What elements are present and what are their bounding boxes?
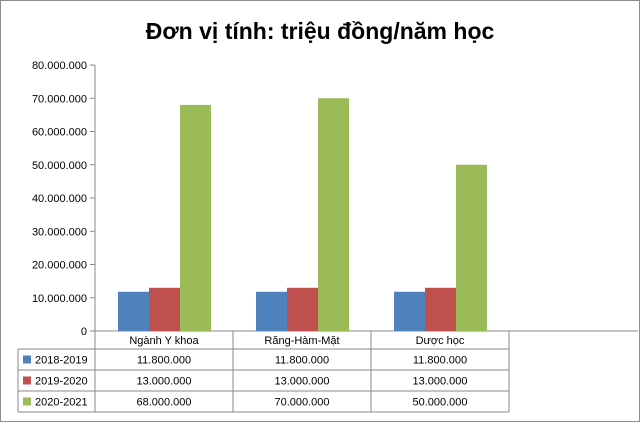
data-label: 11.800.000 <box>137 355 191 367</box>
bar-2018-2019-2 <box>256 291 287 331</box>
data-label: 68.000.000 <box>136 397 191 409</box>
data-label: 13.000.000 <box>412 376 467 388</box>
y-tick-label: 10.000.000 <box>32 293 87 305</box>
data-label: 13.000.000 <box>136 376 191 388</box>
category-label: Ngành Y khoa <box>129 335 199 347</box>
data-label: 13.000.000 <box>274 376 329 388</box>
bar-2018-2019-3 <box>394 291 425 331</box>
data-label: 11.800.000 <box>413 355 467 367</box>
legend-key-2018-2019 <box>23 355 31 364</box>
legend-key-2020-2021 <box>23 397 31 406</box>
bar-2020-2021-3 <box>456 164 487 331</box>
y-tick-label: 70.000.000 <box>32 93 87 105</box>
bar-2019-2020-3 <box>425 287 456 331</box>
y-tick-label: 30.000.000 <box>32 226 87 238</box>
legend-key-2019-2020 <box>23 376 31 385</box>
data-label: 11.800.000 <box>275 355 329 367</box>
legend-label: 2019-2020 <box>35 376 88 388</box>
y-tick-label: 40.000.000 <box>32 193 87 205</box>
y-tick-label: 0 <box>81 326 87 338</box>
category-label: Răng-Hàm-Mặt <box>264 335 339 347</box>
category-label: Dược học <box>416 335 465 347</box>
bar-2019-2020-2 <box>287 287 318 331</box>
bar-2018-2019-1 <box>118 291 149 331</box>
y-tick-label: 50.000.000 <box>32 160 87 172</box>
data-label: 50.000.000 <box>412 397 467 409</box>
bar-2020-2021-1 <box>180 104 211 332</box>
y-tick-label: 80.000.000 <box>32 60 87 72</box>
bar-2020-2021-2 <box>318 98 349 331</box>
y-tick-label: 20.000.000 <box>32 260 87 272</box>
chart-title: Đơn vị tính: triệu đồng/năm học <box>145 18 495 44</box>
legend-label: 2020-2021 <box>35 397 88 409</box>
legend-label: 2018-2019 <box>35 355 88 367</box>
data-label: 70.000.000 <box>274 397 329 409</box>
y-tick-label: 60.000.000 <box>32 127 87 139</box>
bar-2019-2020-1 <box>149 287 180 331</box>
